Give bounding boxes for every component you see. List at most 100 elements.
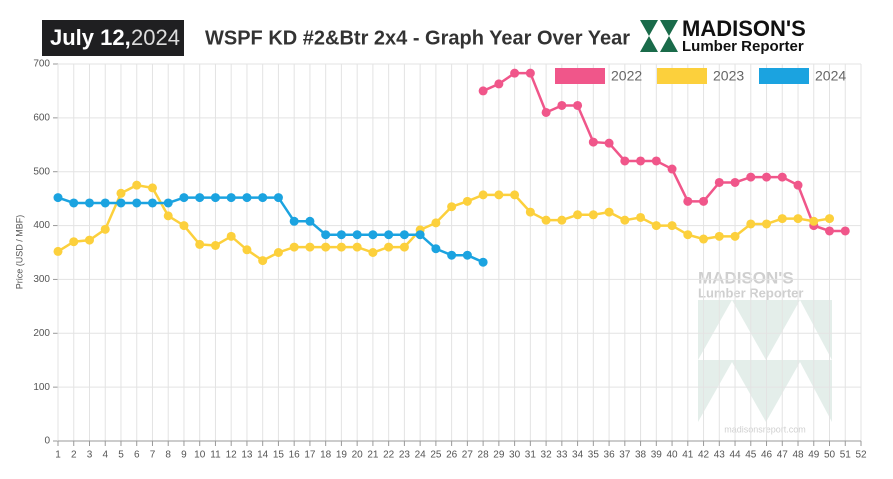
point [69, 198, 79, 208]
point [242, 193, 252, 203]
point [636, 156, 646, 166]
grid [53, 63, 862, 446]
point [462, 250, 472, 260]
point [132, 180, 142, 190]
point [116, 198, 126, 208]
point [431, 218, 441, 228]
x-tick-label: 29 [493, 450, 505, 461]
x-tick-label: 19 [336, 450, 348, 461]
point [321, 242, 331, 252]
x-tick-label: 13 [241, 450, 253, 461]
y-tick-label: 400 [33, 220, 50, 231]
x-tick-label: 34 [572, 450, 584, 461]
year: 2024 [131, 25, 180, 50]
y-tick-label: 600 [33, 112, 50, 123]
x-tick-label: 45 [745, 450, 757, 461]
point [210, 193, 220, 203]
point [321, 230, 331, 240]
point [525, 68, 535, 78]
point [447, 250, 457, 260]
x-tick-label: 48 [792, 450, 804, 461]
x-tick-label: 50 [824, 450, 836, 461]
point [132, 198, 142, 208]
point [478, 257, 488, 267]
x-tick-label: 16 [289, 450, 301, 461]
date-badge [42, 20, 184, 56]
point [699, 234, 709, 244]
point [179, 193, 189, 203]
x-tick-label: 21 [367, 450, 379, 461]
x-tick-label: 9 [181, 450, 187, 461]
point [573, 100, 583, 110]
line [57, 183, 830, 263]
logo-icon [640, 20, 678, 52]
x-tick-label: 22 [383, 450, 395, 461]
point [289, 242, 299, 252]
x-tick-label: 38 [635, 450, 647, 461]
point [273, 193, 283, 203]
point [384, 230, 394, 240]
point [289, 216, 299, 226]
point [714, 231, 724, 241]
x-tick-label: 25 [430, 450, 442, 461]
x-tick-label: 14 [257, 450, 269, 461]
point [746, 219, 756, 229]
point [210, 240, 220, 250]
point [84, 198, 94, 208]
y-tick-label: 200 [33, 328, 50, 339]
point [258, 256, 268, 266]
point [53, 193, 63, 203]
x-tick-label: 18 [320, 450, 332, 461]
point [667, 221, 677, 231]
point [84, 235, 94, 245]
point [336, 242, 346, 252]
point [588, 137, 598, 147]
point [840, 226, 850, 236]
point [588, 210, 598, 220]
point [667, 164, 677, 174]
point [494, 79, 504, 89]
point [431, 244, 441, 254]
x-tick-label: 33 [556, 450, 568, 461]
point [730, 177, 740, 187]
point [100, 198, 110, 208]
point [604, 138, 614, 148]
x-tick-label: 36 [604, 450, 616, 461]
point [368, 248, 378, 257]
point [384, 242, 394, 252]
point [541, 215, 551, 225]
point [777, 172, 787, 182]
point [69, 237, 79, 247]
point [573, 210, 583, 220]
point [242, 245, 252, 255]
y-tick-label: 300 [33, 274, 50, 285]
point [195, 193, 205, 203]
point [793, 180, 803, 190]
point [368, 230, 378, 240]
point [399, 242, 409, 252]
series [53, 193, 488, 267]
series [53, 180, 835, 266]
x-tick-label: 24 [415, 450, 427, 461]
series [478, 68, 850, 236]
x-tick-label: 42 [698, 450, 710, 461]
x-tick-label: 5 [118, 450, 124, 461]
point [336, 230, 346, 240]
logo-sub: Lumber Reporter [682, 38, 804, 55]
x-tick-label: 41 [682, 450, 694, 461]
point [116, 188, 126, 198]
point [447, 202, 457, 212]
legend-label: 2024 [815, 68, 846, 84]
point [352, 230, 362, 240]
x-tick-label: 23 [399, 450, 411, 461]
legend-swatch [759, 68, 809, 84]
point [415, 230, 425, 240]
watermark: MADISON'S Lumber Reporter madisonsreport… [698, 268, 832, 434]
point [730, 231, 740, 241]
x-tick-label: 6 [134, 450, 140, 461]
y-tick-label: 700 [33, 59, 50, 70]
point [53, 246, 63, 256]
point [651, 156, 661, 166]
point [163, 211, 173, 221]
